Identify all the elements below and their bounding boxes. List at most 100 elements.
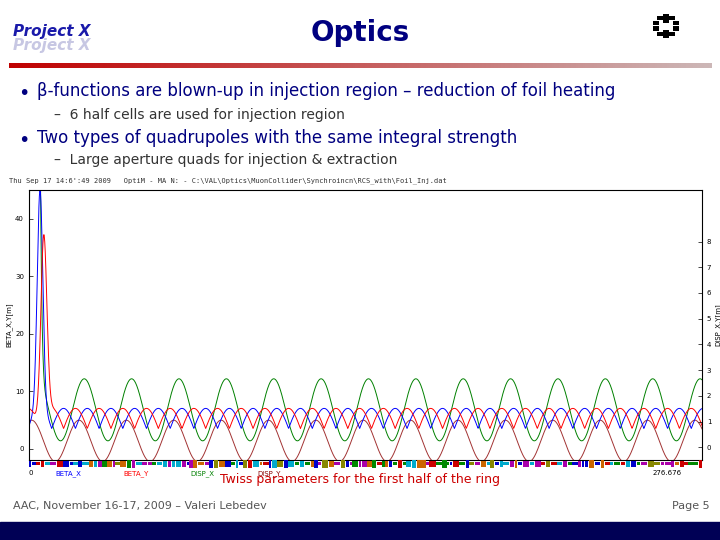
Bar [67, 63, 71, 68]
Bar [261, 63, 265, 68]
Bar [269, 63, 271, 68]
Text: DISP_X: DISP_X [190, 470, 215, 477]
Bar [255, 63, 258, 68]
Bar [447, 462, 449, 465]
Bar [79, 63, 82, 68]
Bar [192, 63, 194, 68]
Bar [684, 462, 688, 465]
Bar [322, 460, 328, 468]
Bar [327, 63, 330, 68]
Bar [289, 63, 293, 68]
Bar [120, 461, 126, 467]
Bar [648, 63, 651, 68]
Bar [194, 63, 197, 68]
Bar [674, 63, 677, 68]
Bar [554, 63, 557, 68]
Bar [166, 63, 168, 68]
Bar [608, 63, 611, 68]
Bar [678, 63, 682, 68]
Bar [660, 63, 663, 68]
Bar [367, 461, 372, 467]
Bar [238, 63, 241, 68]
Bar [142, 63, 145, 68]
Bar [266, 63, 269, 68]
Bar [526, 63, 529, 68]
Bar [53, 63, 56, 68]
Bar [662, 63, 665, 68]
Bar [318, 63, 321, 68]
Bar [402, 63, 405, 68]
Bar [385, 461, 388, 467]
Bar [300, 461, 304, 467]
Bar [294, 462, 300, 465]
Text: DISP_Y: DISP_Y [258, 470, 282, 477]
Bar [477, 63, 480, 68]
Bar [51, 63, 54, 68]
Bar [503, 63, 506, 68]
Bar [469, 462, 474, 465]
Bar [55, 63, 58, 68]
Text: AAC, November 16-17, 2009 – Valeri Lebedev: AAC, November 16-17, 2009 – Valeri Lebed… [13, 501, 266, 511]
Bar [148, 462, 152, 465]
Bar [515, 63, 518, 68]
Bar [360, 63, 363, 68]
Bar [304, 63, 307, 68]
Bar [109, 63, 112, 68]
Bar [600, 460, 604, 468]
Bar [541, 63, 544, 68]
Bar [86, 63, 89, 68]
Bar [369, 63, 372, 68]
Bar [580, 63, 583, 68]
Bar [461, 63, 464, 68]
Bar [291, 461, 294, 467]
Bar [578, 461, 581, 467]
Bar [437, 63, 441, 68]
Bar [390, 63, 394, 68]
Bar [102, 63, 105, 68]
Bar [46, 63, 49, 68]
Bar [222, 63, 225, 68]
Bar [132, 460, 135, 468]
Bar [346, 63, 349, 68]
Bar [168, 461, 171, 467]
Bar [196, 63, 199, 68]
Bar [496, 63, 499, 68]
Bar [388, 63, 391, 68]
Bar [491, 63, 494, 68]
Bar [495, 462, 500, 465]
Bar [552, 63, 555, 68]
Bar [280, 63, 284, 68]
Bar [683, 63, 686, 68]
Bar [315, 63, 318, 68]
Bar [487, 462, 490, 465]
Bar [284, 460, 287, 468]
Bar [336, 63, 340, 68]
Bar [39, 63, 42, 68]
Bar [644, 63, 647, 68]
Bar [489, 63, 492, 68]
Text: Project X: Project X [13, 24, 91, 39]
Bar [440, 63, 443, 68]
Bar [531, 63, 534, 68]
Bar [459, 462, 465, 465]
Bar [184, 63, 187, 68]
Bar [613, 63, 616, 68]
Bar [201, 63, 204, 68]
Bar [140, 63, 143, 68]
Bar [500, 63, 503, 68]
Bar [302, 63, 305, 68]
Bar [107, 461, 112, 467]
Bar [121, 63, 124, 68]
Bar [573, 63, 576, 68]
Bar [568, 462, 572, 465]
Bar [435, 63, 438, 68]
Text: BETA_X: BETA_X [55, 470, 81, 477]
Bar [503, 462, 509, 465]
Bar [126, 63, 129, 68]
Bar [341, 460, 345, 468]
Bar [252, 63, 256, 68]
Bar [397, 63, 400, 68]
Bar [27, 63, 30, 68]
Bar [626, 461, 631, 467]
Bar [688, 63, 691, 68]
